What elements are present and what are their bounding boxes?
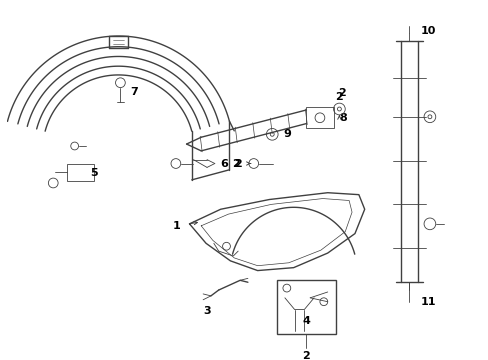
Bar [305, 107, 333, 129]
Text: 9: 9 [284, 129, 291, 139]
Text: 8: 8 [339, 113, 346, 123]
Text: 4: 4 [302, 316, 309, 326]
Text: 11: 11 [419, 297, 435, 307]
Text: 3: 3 [203, 306, 210, 316]
Text: 2: 2 [338, 89, 346, 98]
Text: 2: 2 [335, 92, 343, 102]
Text: 2: 2 [234, 158, 242, 168]
Text: 6: 6 [220, 158, 228, 168]
Text: 5: 5 [90, 168, 98, 178]
Text: 2: 2 [302, 351, 309, 360]
Text: 7: 7 [130, 87, 138, 98]
Bar [277, 280, 335, 334]
Text: 10: 10 [419, 26, 435, 36]
Text: 2: 2 [232, 158, 240, 168]
Bar [67, 163, 94, 181]
Text: 1: 1 [173, 221, 181, 231]
